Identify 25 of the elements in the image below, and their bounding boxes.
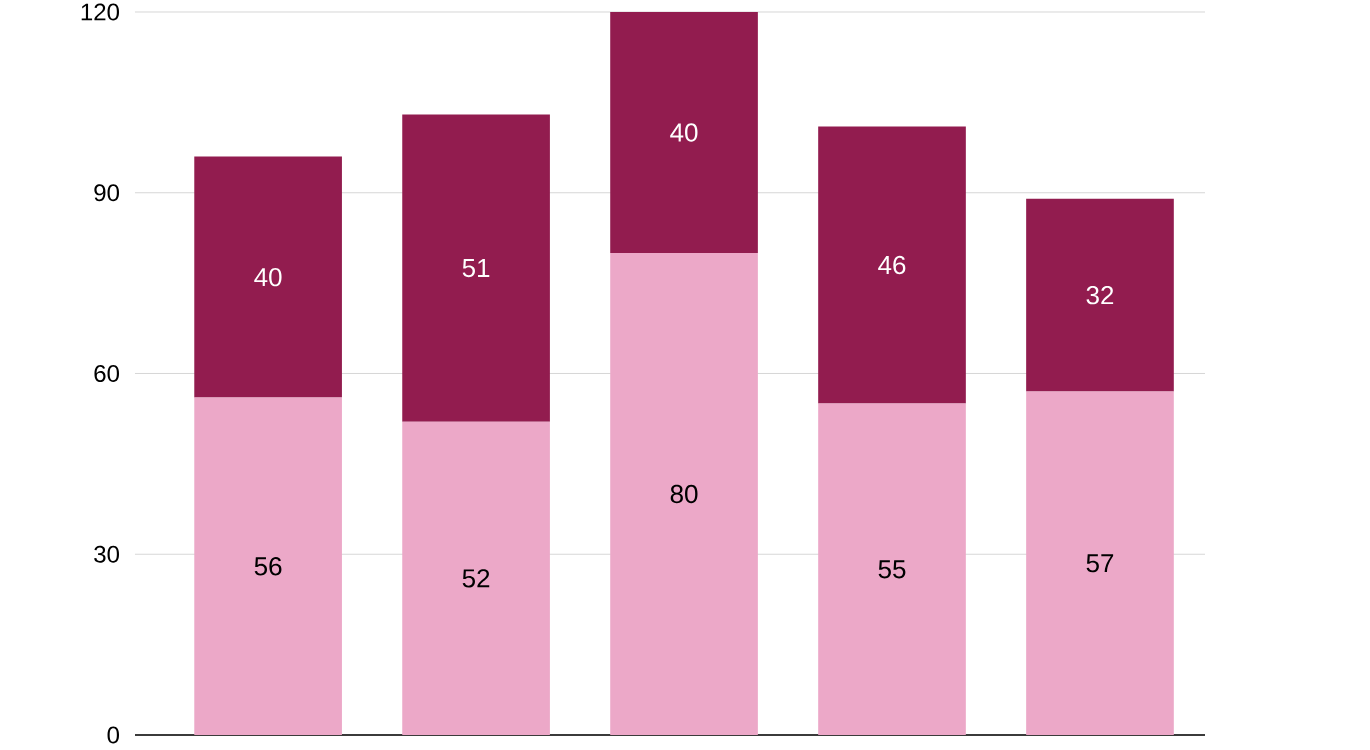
y-tick-label: 120 (81, 3, 119, 21)
y-tick-label: 30 (94, 545, 120, 563)
data-label: 46 (878, 255, 906, 275)
data-label: 32 (1086, 285, 1114, 305)
y-tick-label: 90 (94, 184, 120, 202)
data-label: 51 (462, 259, 490, 278)
bar (194, 156, 342, 398)
bar (402, 114, 550, 422)
data-label: 57 (1086, 554, 1114, 573)
bar (1026, 198, 1174, 392)
data-label: 56 (254, 557, 282, 576)
data-label: 52 (462, 569, 490, 588)
bar (1026, 391, 1174, 735)
bar (610, 253, 758, 735)
bar (818, 126, 966, 404)
bar (194, 397, 342, 735)
bar (818, 403, 966, 735)
y-tick-label: 60 (94, 365, 120, 382)
data-label: 55 (878, 560, 906, 579)
data-label: 40 (254, 267, 282, 287)
data-label: 80 (670, 484, 698, 504)
bar (402, 421, 550, 735)
data-label: 40 (670, 123, 698, 142)
bar (610, 11, 758, 253)
y-tick-label: 0 (107, 726, 120, 744)
